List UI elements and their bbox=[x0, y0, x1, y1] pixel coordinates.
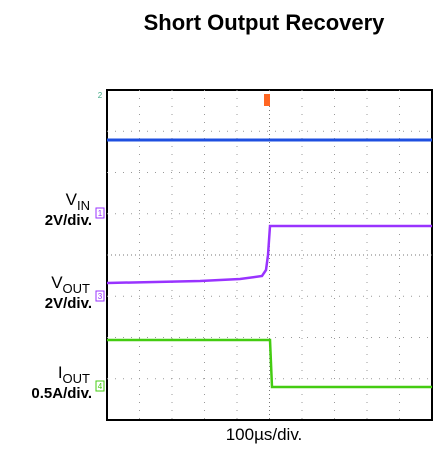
channel-scale: 0.5A/div. bbox=[31, 385, 92, 402]
channel-symbol: V bbox=[66, 190, 78, 209]
channel-scale: 2V/div. bbox=[45, 295, 92, 312]
channel-subscript: OUT bbox=[63, 371, 91, 386]
channel-symbol: I bbox=[58, 363, 63, 382]
trace-vout bbox=[106, 224, 432, 285]
channel-scale: 2V/div. bbox=[45, 212, 92, 229]
channel-name: VOUT bbox=[51, 273, 90, 296]
channel-marker-box bbox=[95, 207, 105, 219]
channel-subscript: IN bbox=[77, 198, 90, 213]
channel-symbol: V bbox=[51, 273, 63, 292]
channel-marker: 3 bbox=[98, 292, 103, 301]
channel-name: VIN bbox=[66, 190, 90, 213]
channel-subscript: OUT bbox=[63, 281, 91, 296]
channel-marker: 4 bbox=[98, 382, 103, 391]
channel-marker: 2 bbox=[98, 91, 103, 100]
channel-name: IOUT bbox=[58, 363, 90, 386]
channel-marker-box bbox=[95, 290, 105, 302]
channel-marker: 1 bbox=[98, 209, 103, 218]
chart-title: Short Output Recovery bbox=[144, 10, 386, 35]
trace-iout bbox=[107, 338, 432, 389]
channel-marker-box bbox=[95, 380, 105, 392]
x-axis-label: 100µs/div. bbox=[226, 425, 303, 444]
screen bbox=[106, 89, 433, 421]
trigger-marker bbox=[264, 94, 270, 106]
